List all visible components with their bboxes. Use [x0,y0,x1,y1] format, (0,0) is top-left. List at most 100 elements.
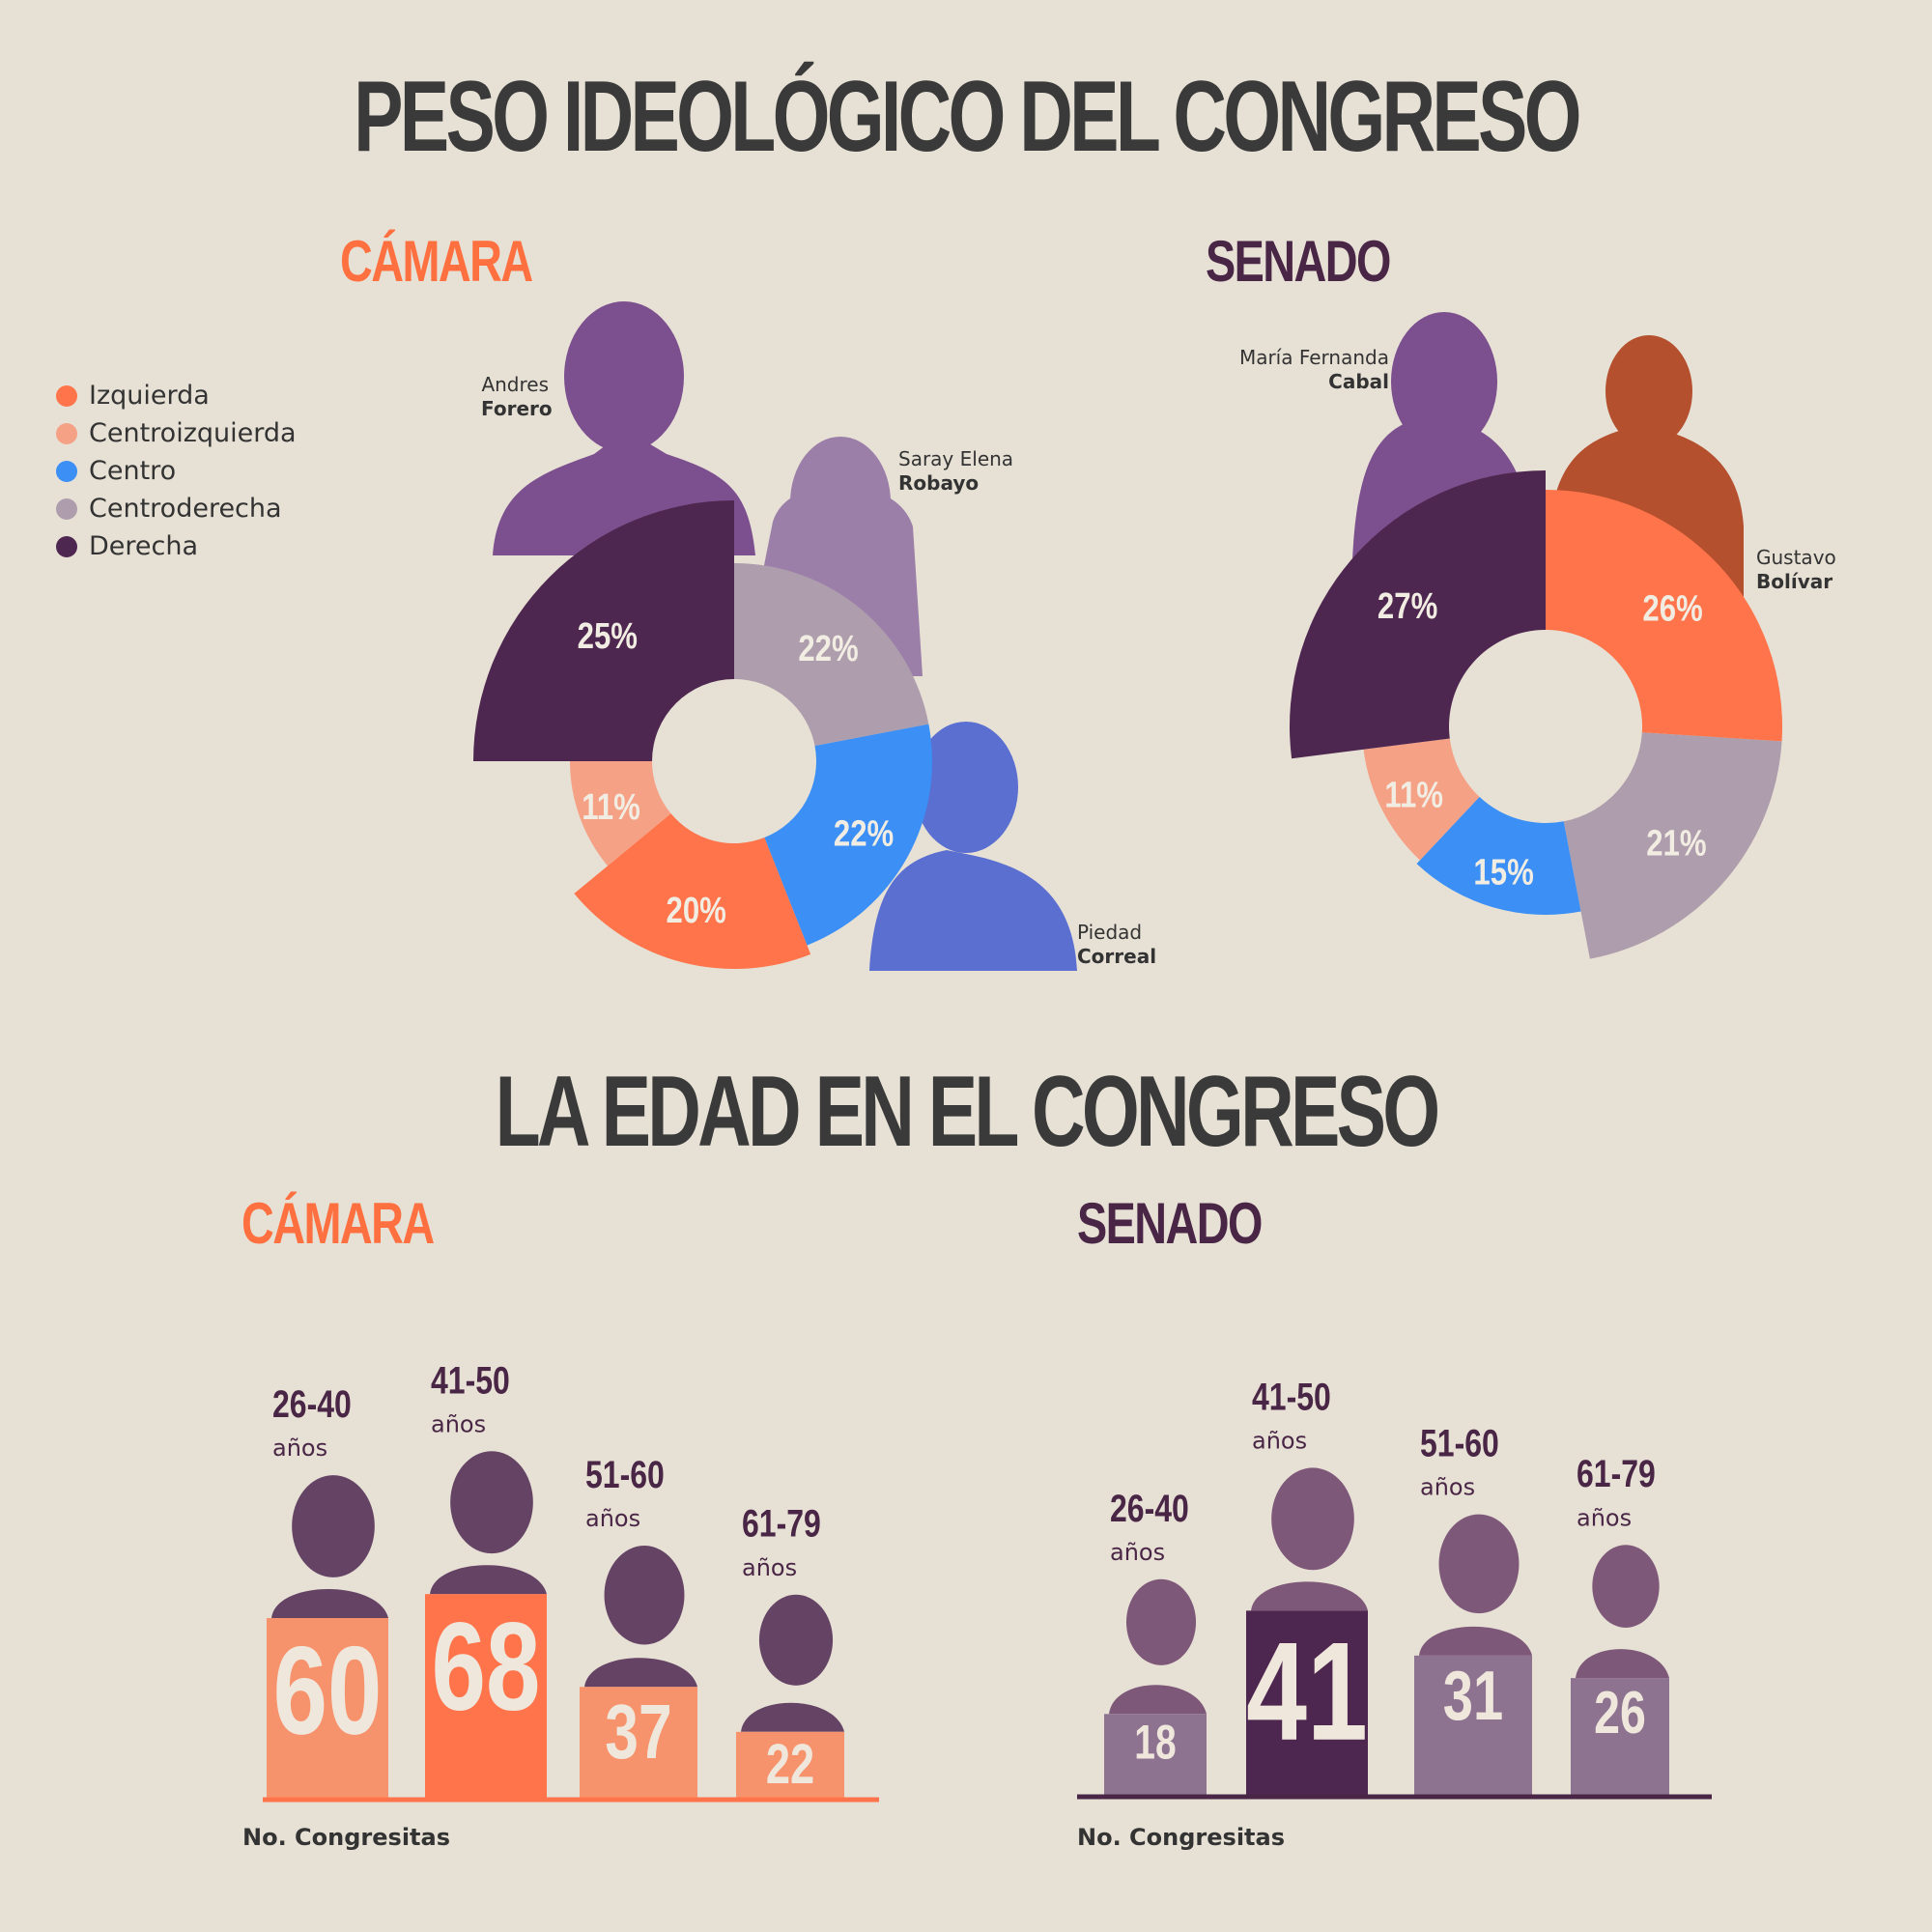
shoulders-portrait-icon [430,1565,547,1595]
head-portrait-icon [604,1546,685,1645]
bar-category-label: 51-60 [1420,1421,1499,1464]
bar-41-50 [425,1594,547,1798]
pie-label-centroderecha: 21% [1646,824,1706,865]
bar-chart-senado: 18 26-40 años 41 41-50 años 31 51-60 años 26 61-79… [1077,1375,1712,1800]
pie-senado-title: SENADO [1206,229,1391,294]
legend-label: Centroizquierda [89,418,297,448]
bar-41-50 [1246,1610,1368,1795]
pie-label-centroderecha: 22% [798,629,858,669]
correal-last: Correal [1077,945,1157,968]
pie-slice-centroderecha [1563,732,1782,959]
correal-portrait-icon [869,722,1077,971]
pie-label-centroizquierda: 11% [582,787,640,828]
bolivar-first: Gustavo [1756,546,1836,569]
pie-slice-centro [1416,796,1581,915]
pie-slice-centroizquierda [1363,738,1480,861]
bar-camara-title: CÁMARA [242,1191,435,1256]
bar-category-label: 51-60 [585,1453,665,1496]
bar-value-label: 26 [1594,1679,1646,1746]
shoulders-portrait-icon [741,1702,844,1732]
cabal-last: Cabal [1328,370,1389,393]
bar-category-label: 26-40 [272,1382,352,1426]
legend-item-centroizquierda: Centroizquierda [56,414,297,452]
shoulders-portrait-icon [1419,1626,1532,1656]
forero-label: Andres Forero [481,373,553,421]
age-title: LA EDAD EN EL CONGRESO [495,1056,1440,1168]
bar-senado-title: SENADO [1077,1191,1263,1256]
bar-value-label: 60 [273,1619,383,1760]
bar-value-label: 41 [1246,1612,1368,1770]
bar-value-label: 37 [605,1690,671,1776]
robayo-portrait-icon [763,437,923,676]
cabal-label: María Fernanda Cabal [1227,346,1389,394]
bar-senado-xlabel: No. Congresitas [1077,1824,1285,1851]
pie-slice-izquierda [1546,490,1782,742]
bar-value-label: 68 [432,1596,541,1737]
correal-label: Piedad Correal [1077,921,1156,969]
pie-label-centro: 22% [834,814,894,855]
bar-unit-label: años [585,1505,640,1532]
bar-61-79 [1571,1678,1669,1795]
pie-slice-izquierda [574,813,811,969]
head-portrait-icon [758,1594,834,1686]
bar-unit-label: años [1577,1504,1632,1531]
bar-category-label: 41-50 [431,1358,510,1402]
pie-camara-title: CÁMARA [340,229,533,294]
legend-dot-icon [56,460,77,482]
pie-slice-derecha [473,500,734,761]
bar-category-label: 61-79 [1577,1452,1656,1495]
legend-label: Izquierda [89,381,210,411]
pie-slice-centroderecha [734,563,929,747]
forero-last: Forero [481,397,553,420]
legend-item-derecha: Derecha [56,527,297,565]
bar-chart-camara: 60 26-40 años 68 41-50 años 37 51-60 años 22 61-79… [263,1358,879,1803]
cabal-first: María Fernanda [1238,346,1389,369]
robayo-first: Saray Elena [898,447,1014,470]
bar-unit-label: años [742,1554,797,1581]
head-portrait-icon [450,1451,533,1554]
bar-value-label: 31 [1443,1657,1503,1734]
shoulders-portrait-icon [1251,1581,1368,1611]
bar-unit-label: años [1420,1474,1475,1501]
pie-label-centroizquierda: 11% [1384,776,1443,816]
bar-51-60 [580,1687,697,1798]
bar-51-60 [1414,1655,1532,1795]
bar-category-label: 26-40 [1110,1486,1189,1529]
legend-dot-icon [56,422,77,444]
head-portrait-icon [1125,1578,1197,1665]
pie-label-izquierda: 20% [667,891,726,931]
shoulders-portrait-icon [1576,1649,1669,1679]
bar-category-label: 41-50 [1252,1375,1331,1418]
bolivar-label: Gustavo Bolívar [1756,546,1836,594]
pie-label-centro: 15% [1473,853,1533,894]
legend-dot-icon [56,384,77,407]
forero-first: Andres [481,373,549,396]
bar-value-label: 18 [1134,1715,1176,1770]
bar-26-40 [1104,1714,1207,1795]
bar-26-40 [267,1618,388,1798]
correal-first: Piedad [1077,921,1143,944]
shoulders-portrait-icon [271,1589,388,1618]
bar-unit-label: años [431,1410,486,1437]
legend-label: Derecha [89,531,199,561]
head-portrait-icon [1438,1514,1520,1614]
head-portrait-icon [1271,1467,1354,1571]
pie-label-derecha: 27% [1378,586,1437,627]
pie-label-derecha: 25% [578,616,638,657]
shoulders-portrait-icon [1109,1685,1207,1715]
legend-label: Centroderecha [89,494,282,524]
bar-value-label: 22 [766,1734,814,1797]
bar-61-79 [736,1731,844,1798]
pie-slice-centro [764,724,932,946]
bar-unit-label: años [1252,1427,1307,1454]
legend-dot-icon [56,535,77,557]
ideology-title: PESO IDEOLÓGICO DEL CONGRESO [354,61,1581,173]
head-portrait-icon [292,1475,375,1577]
legend-label: Centro [89,456,177,486]
legend-item-izquierda: Izquierda [56,377,297,414]
pie-label-izquierda: 26% [1642,589,1702,630]
pie-camara: 25% 22% 22% 20% 11% [473,500,932,969]
shoulders-portrait-icon [584,1658,697,1688]
bolivar-last: Bolívar [1756,570,1833,593]
